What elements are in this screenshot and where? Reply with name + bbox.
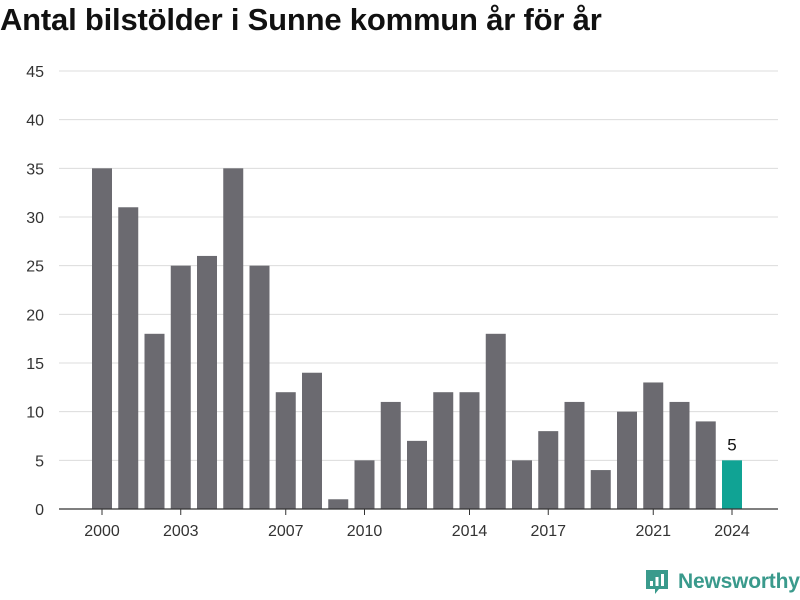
y-tick-label: 10: [26, 405, 44, 422]
bar-2013: [433, 392, 454, 509]
bar-2021: [643, 382, 664, 509]
bar-2009: [328, 499, 349, 509]
x-tick-label: 2014: [452, 523, 488, 540]
bar-2018: [564, 401, 585, 509]
y-tick-label: 0: [35, 502, 44, 519]
bar-2017: [538, 431, 559, 509]
bars: [92, 168, 742, 510]
x-tick-label: 2007: [268, 523, 304, 540]
bar-2015: [485, 333, 506, 509]
bar-2020: [617, 411, 637, 509]
x-tick-label: 2021: [635, 523, 671, 540]
bar-2003: [170, 265, 191, 509]
bar-2005: [223, 168, 244, 510]
bar-2008: [302, 372, 322, 509]
bar-2011: [380, 401, 401, 509]
x-tick-label: 2024: [714, 523, 750, 540]
y-tick-label: 45: [26, 64, 44, 81]
bar-2010: [354, 460, 375, 509]
brand-name: Newsworthy: [678, 570, 800, 593]
data-labels: 5: [727, 435, 736, 454]
bar-2002: [144, 333, 165, 509]
bar-2001: [118, 207, 139, 509]
y-tick-label: 15: [26, 356, 44, 373]
chart-title: Antal bilstölder i Sunne kommun år för å…: [0, 2, 602, 37]
y-tick-label: 20: [26, 307, 44, 324]
y-axis-ticks: 0 5 10 15 20 25 30 35 40 45: [26, 64, 44, 519]
bar-2024: [722, 460, 742, 509]
bar-2012: [407, 440, 427, 509]
brand-logo: Newsworthy: [644, 568, 800, 596]
x-tick-label: 2017: [530, 523, 566, 540]
x-tick-label: 2010: [347, 523, 383, 540]
bar-2006: [249, 265, 270, 509]
bar-2016: [512, 460, 532, 509]
y-tick-label: 25: [26, 259, 44, 276]
bar-2019: [590, 470, 611, 509]
bar-2023: [695, 421, 716, 509]
newsworthy-logo-icon: [646, 570, 668, 594]
bar-2000: [92, 168, 112, 510]
bar-2004: [197, 255, 217, 509]
x-axis-ticks: 2000 2003 2007 2010 2014 2017 2021 2024: [84, 509, 750, 540]
x-tick-label: 2003: [163, 523, 199, 540]
data-label: 5: [727, 435, 736, 454]
y-tick-label: 5: [35, 453, 44, 470]
bar-2014: [459, 392, 480, 509]
y-tick-label: 35: [26, 161, 44, 178]
bar-2007: [275, 392, 296, 509]
bar-2022: [669, 401, 690, 509]
y-tick-label: 40: [26, 113, 44, 130]
x-tick-label: 2000: [84, 523, 120, 540]
y-tick-label: 30: [26, 210, 44, 227]
